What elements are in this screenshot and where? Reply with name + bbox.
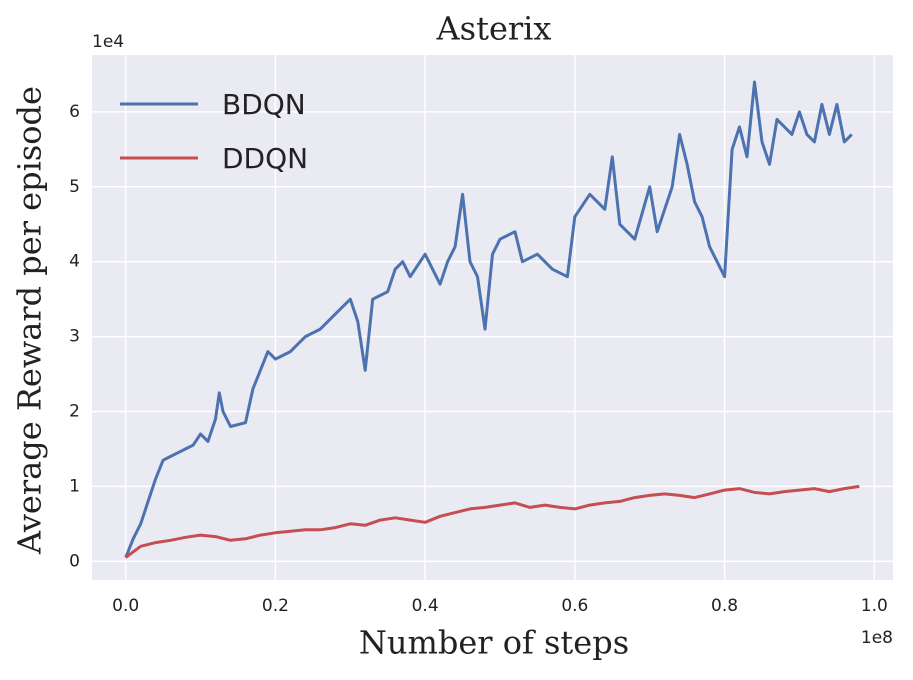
y-tick-label: 3	[69, 327, 80, 347]
y-tick-label: 6	[69, 102, 80, 122]
x-tick-label: 0.8	[711, 596, 738, 616]
x-axis-label: Number of steps	[359, 624, 629, 662]
y-tick-label: 4	[69, 252, 80, 272]
series-line	[124, 484, 860, 559]
x-tick-label: 0.6	[561, 596, 588, 616]
legend-label: BDQN	[222, 88, 306, 121]
y-offset-label: 1e4	[92, 32, 124, 52]
x-tick-label: 0.4	[412, 596, 439, 616]
x-offset-label: 1e8	[861, 628, 893, 648]
y-tick-label: 5	[69, 177, 80, 197]
y-axis-label: Average Reward per episode	[11, 86, 49, 555]
x-tick-label: 0.0	[112, 596, 139, 616]
legend-label: DDQN	[222, 142, 308, 175]
y-tick-label: 2	[69, 401, 80, 421]
y-tick-label: 0	[69, 551, 80, 571]
y-tick-label: 1	[69, 476, 80, 496]
plot-area	[92, 55, 893, 580]
x-tick-label: 1.0	[861, 596, 888, 616]
x-tick-label: 0.2	[262, 596, 289, 616]
series-line	[124, 80, 853, 559]
chart-title: Asterix	[436, 10, 552, 48]
